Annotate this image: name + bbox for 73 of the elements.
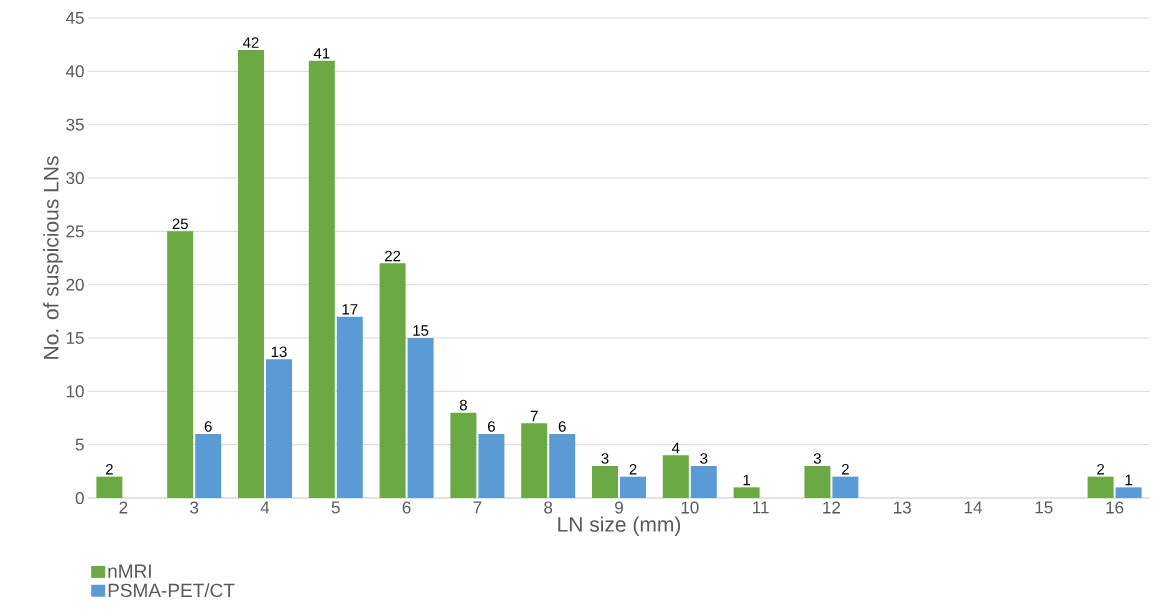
x-tick-label: 9 xyxy=(615,501,623,514)
data-label: 1 xyxy=(1125,474,1133,486)
data-label: 4 xyxy=(671,442,680,454)
data-label: 15 xyxy=(413,325,429,336)
bar xyxy=(167,231,194,498)
legend-label: nMRI xyxy=(108,564,151,578)
legend-label: PSMA-PET/CT xyxy=(108,583,235,598)
data-label: 22 xyxy=(385,250,401,262)
data-label: 7 xyxy=(530,410,538,422)
data-label: 42 xyxy=(243,37,259,48)
data-label: 3 xyxy=(601,453,609,464)
y-tick-label: 0 xyxy=(75,491,84,505)
data-label: 3 xyxy=(813,453,821,464)
data-label: 2 xyxy=(1097,464,1105,475)
y-tick-label: 30 xyxy=(66,171,84,185)
bar xyxy=(804,466,831,498)
bar xyxy=(733,487,760,498)
data-label: 1 xyxy=(743,474,751,486)
bar xyxy=(96,476,123,498)
data-label: 13 xyxy=(271,346,287,358)
bar xyxy=(450,412,477,498)
data-label: 25 xyxy=(172,218,188,230)
bar xyxy=(407,338,434,498)
x-tick-label: 11 xyxy=(753,501,769,514)
x-tick-label: 3 xyxy=(190,501,199,514)
bar xyxy=(662,455,689,498)
x-tick-label: 7 xyxy=(473,501,482,514)
data-label: 17 xyxy=(342,304,358,315)
bar xyxy=(238,50,264,498)
bar xyxy=(379,263,406,498)
y-tick-label: 5 xyxy=(75,438,84,451)
x-tick-label: 15 xyxy=(1035,501,1053,514)
bar xyxy=(266,359,292,498)
x-tick-label: 6 xyxy=(402,501,411,514)
bar xyxy=(549,434,576,498)
x-tick-label: 8 xyxy=(544,501,553,514)
x-tick-label: 4 xyxy=(260,501,270,514)
bar xyxy=(690,466,717,498)
data-label: 2 xyxy=(629,464,637,475)
data-label: 6 xyxy=(204,421,212,432)
x-tick-label: 13 xyxy=(894,501,911,514)
y-tick-label: 40 xyxy=(65,65,84,78)
x-axis-title: LN size (mm) xyxy=(558,516,681,536)
data-label: 6 xyxy=(558,421,566,432)
bar xyxy=(478,434,505,498)
data-label: 2 xyxy=(105,464,113,475)
y-tick-label: 25 xyxy=(66,225,84,238)
bar xyxy=(1087,476,1114,498)
bar xyxy=(308,60,335,498)
x-tick-label: 12 xyxy=(823,501,840,514)
y-tick-label: 20 xyxy=(66,278,84,291)
bar xyxy=(195,434,222,498)
x-tick-label: 16 xyxy=(1106,501,1124,514)
bar xyxy=(592,466,618,498)
y-tick-label: 35 xyxy=(66,118,84,131)
bar xyxy=(521,423,548,498)
data-label: 8 xyxy=(459,399,467,411)
data-label: 6 xyxy=(488,421,495,432)
y-tick-label: 45 xyxy=(65,12,84,24)
y-axis-title: No. of suspicious LNs xyxy=(43,156,63,359)
data-label: 41 xyxy=(313,48,330,59)
y-tick-label: 10 xyxy=(66,385,84,398)
y-tick-label: 15 xyxy=(66,332,84,344)
data-label: 3 xyxy=(700,453,708,464)
x-tick-label: 10 xyxy=(681,501,699,514)
bar xyxy=(336,316,363,498)
bar xyxy=(620,476,646,498)
bar xyxy=(1115,487,1142,498)
data-label: 2 xyxy=(841,464,849,475)
x-tick-label: 2 xyxy=(119,501,128,514)
x-tick-label: 14 xyxy=(964,501,982,514)
x-tick-label: 5 xyxy=(331,501,340,514)
bar xyxy=(832,476,859,498)
